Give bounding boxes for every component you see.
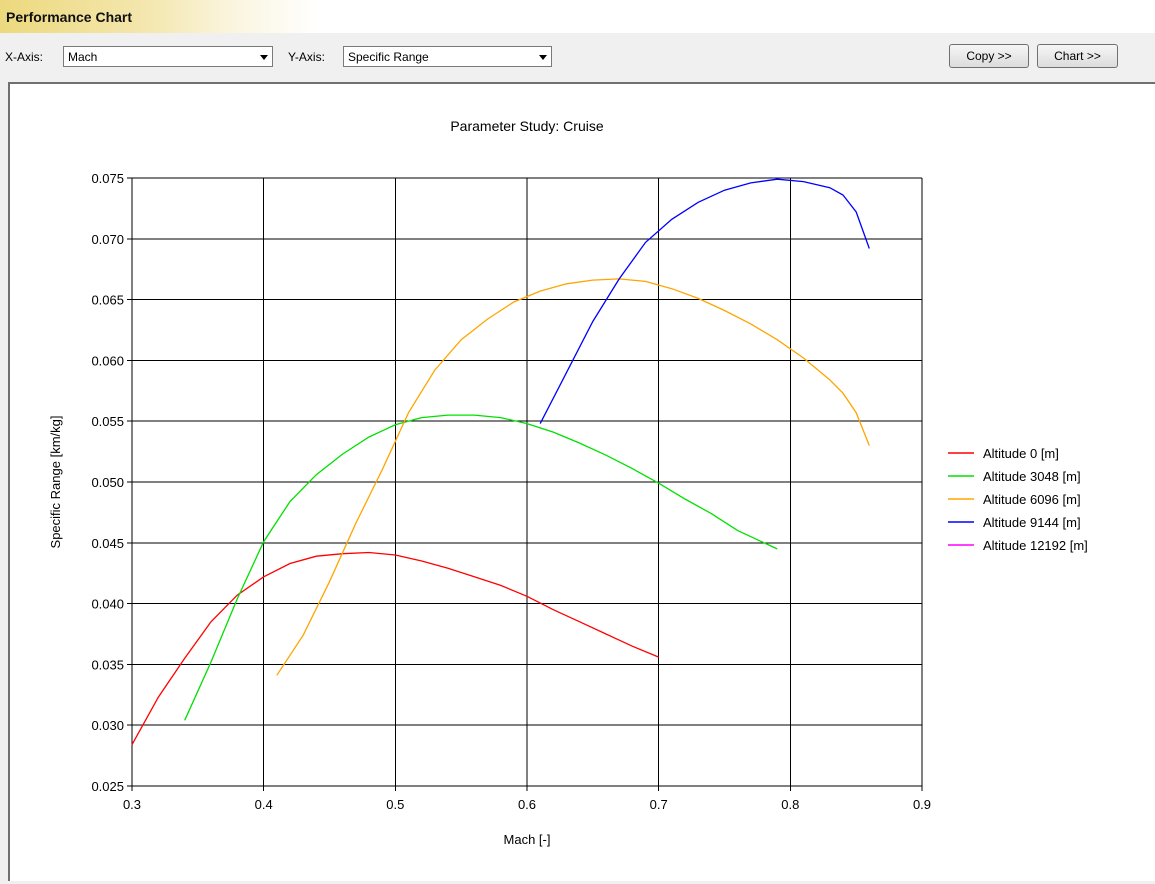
y-axis-select-value: Specific Range: [348, 50, 429, 64]
y-tick-label: 0.030: [91, 718, 124, 733]
window-title: Performance Chart: [6, 9, 133, 25]
legend-label: Altitude 6096 [m]: [983, 492, 1081, 507]
x-tick-label: 0.4: [255, 797, 273, 812]
series-line-2: [276, 278, 870, 676]
y-tick-label: 0.035: [91, 657, 124, 672]
x-axis-select[interactable]: Mach: [63, 46, 273, 67]
x-axis-title: Mach [-]: [504, 832, 551, 847]
legend-label: Altitude 9144 [m]: [983, 515, 1081, 530]
y-axis-label: Y-Axis:: [288, 50, 325, 64]
y-tick-label: 0.060: [91, 353, 124, 368]
chart-button[interactable]: Chart >>: [1037, 44, 1118, 68]
chart-canvas: 0.3 0.4 0.5 0.6 0.7 0.8 0.9 0.025 0.030 0.035 0.04…: [48, 118, 1088, 847]
x-tick-label: 0.8: [781, 797, 799, 812]
chevron-down-icon: [260, 55, 268, 60]
legend-label: Altitude 0 [m]: [983, 446, 1059, 461]
x-axis-select-value: Mach: [68, 50, 98, 64]
chevron-down-icon: [539, 55, 547, 60]
series-line-3: [539, 178, 870, 424]
x-tick-label: 0.3: [123, 797, 141, 812]
x-tick-label: 0.5: [386, 797, 404, 812]
y-tick-label: 0.075: [91, 171, 124, 186]
y-tick-label: 0.045: [91, 536, 124, 551]
legend-label: Altitude 3048 [m]: [983, 469, 1081, 484]
y-tick-label: 0.070: [91, 232, 124, 247]
x-tick-label: 0.9: [913, 797, 931, 812]
legend-label: Altitude 12192 [m]: [983, 538, 1088, 553]
window-title-bar: Performance Chart: [0, 0, 1155, 33]
series-line-1: [184, 414, 778, 721]
y-tick-label: 0.065: [91, 293, 124, 308]
copy-button[interactable]: Copy >>: [949, 44, 1029, 68]
chart-panel: 0.3 0.4 0.5 0.6 0.7 0.8 0.9 0.025 0.030 0.035 0.04…: [8, 82, 1155, 881]
y-tick-label: 0.040: [91, 597, 124, 612]
y-axis-title: Specific Range [km/kg]: [48, 416, 63, 549]
y-tick-label: 0.050: [91, 475, 124, 490]
series-line-0: [131, 551, 659, 746]
y-tick-label: 0.025: [91, 779, 124, 794]
y-axis-select[interactable]: Specific Range: [343, 46, 552, 67]
x-tick-label: 0.7: [650, 797, 668, 812]
chart-title: Parameter Study: Cruise: [450, 118, 603, 134]
x-axis-label: X-Axis:: [5, 50, 44, 64]
x-tick-label: 0.6: [518, 797, 536, 812]
y-tick-label: 0.055: [91, 414, 124, 429]
